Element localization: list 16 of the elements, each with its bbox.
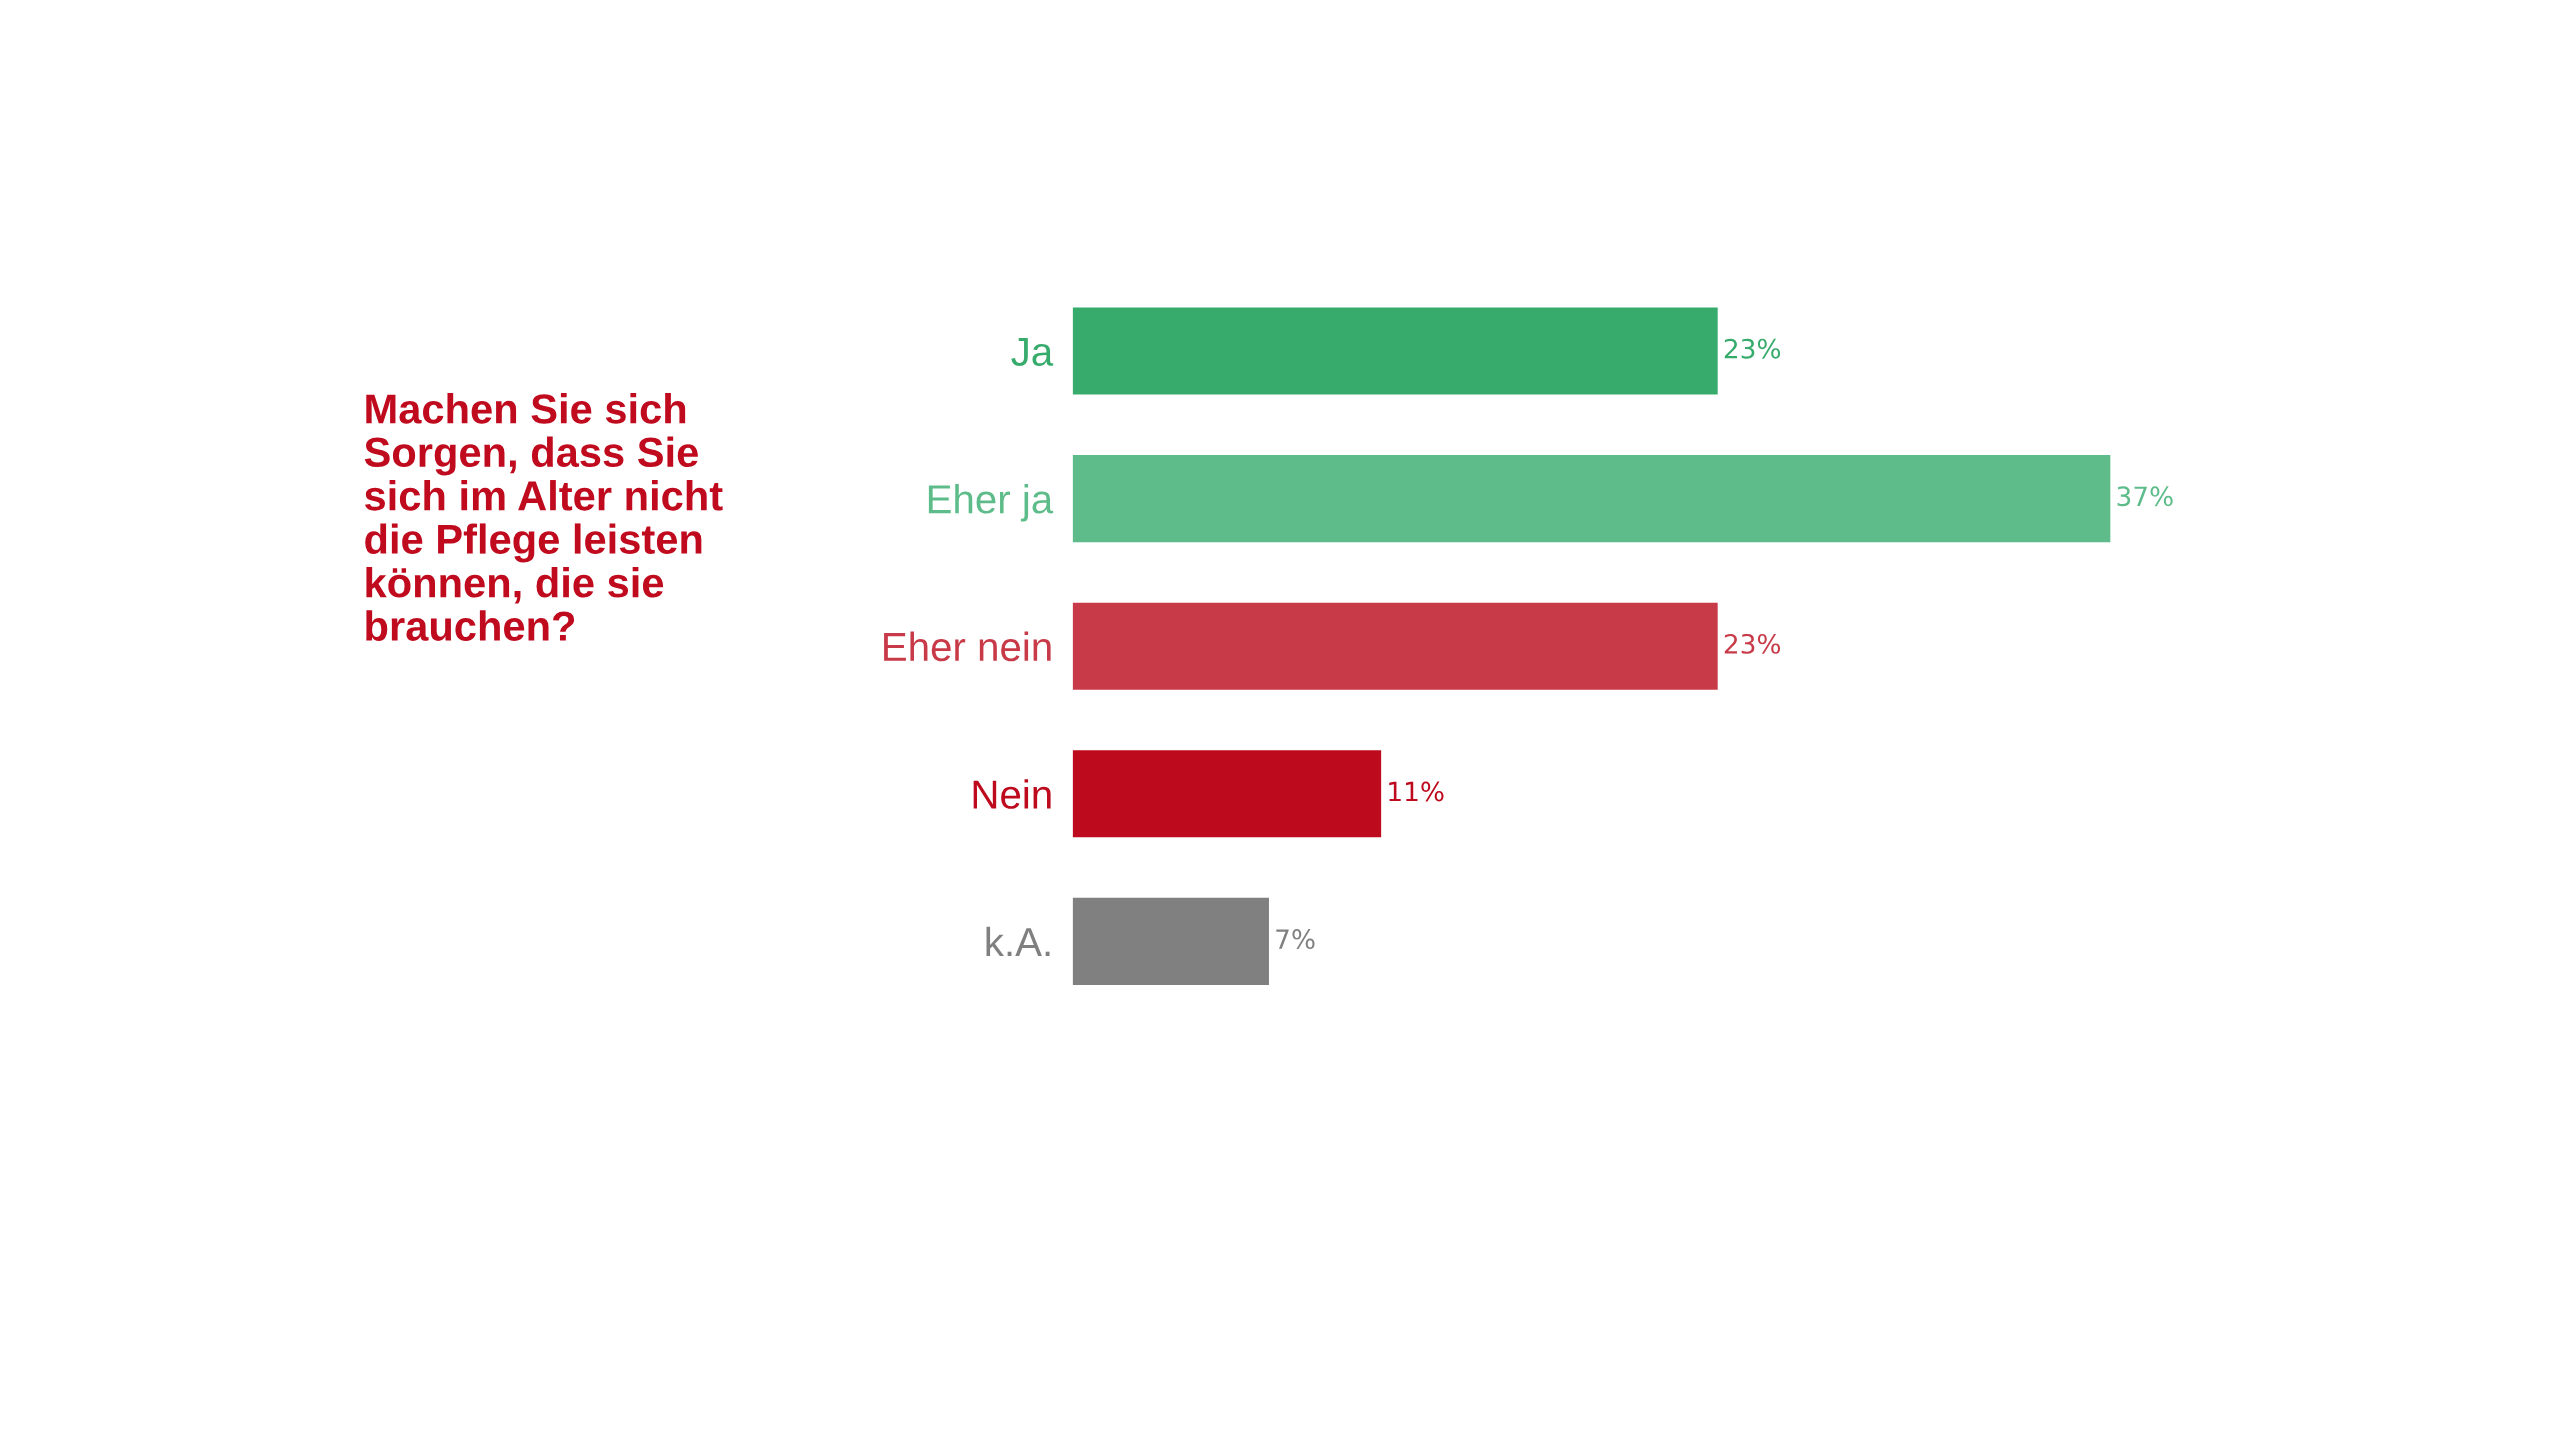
y-tick-label: Nein <box>973 779 1051 809</box>
text: Machen Sie sich Sorgen, dass Sie sich im Alter nicht die Pflege leisten können, die sie brauchen? <box>364 393 723 641</box>
bar <box>1072 307 1718 395</box>
bar <box>1072 602 1718 690</box>
y-tick-label: Eher ja <box>928 484 1054 522</box>
y-tick-label: k.A. <box>986 926 1050 956</box>
bar <box>1072 455 2111 543</box>
data-label: 7% <box>1276 929 1315 950</box>
y-tick-label: Eher nein <box>884 631 1051 662</box>
data-label: 23% <box>1724 338 1781 359</box>
y-tick-label: Ja <box>1011 337 1054 366</box>
bar <box>1072 897 1269 985</box>
bar <box>1072 750 1382 838</box>
data-label: 11% <box>1389 781 1444 802</box>
data-label: 37% <box>2117 486 2173 507</box>
data-label: 23% <box>1724 633 1781 654</box>
